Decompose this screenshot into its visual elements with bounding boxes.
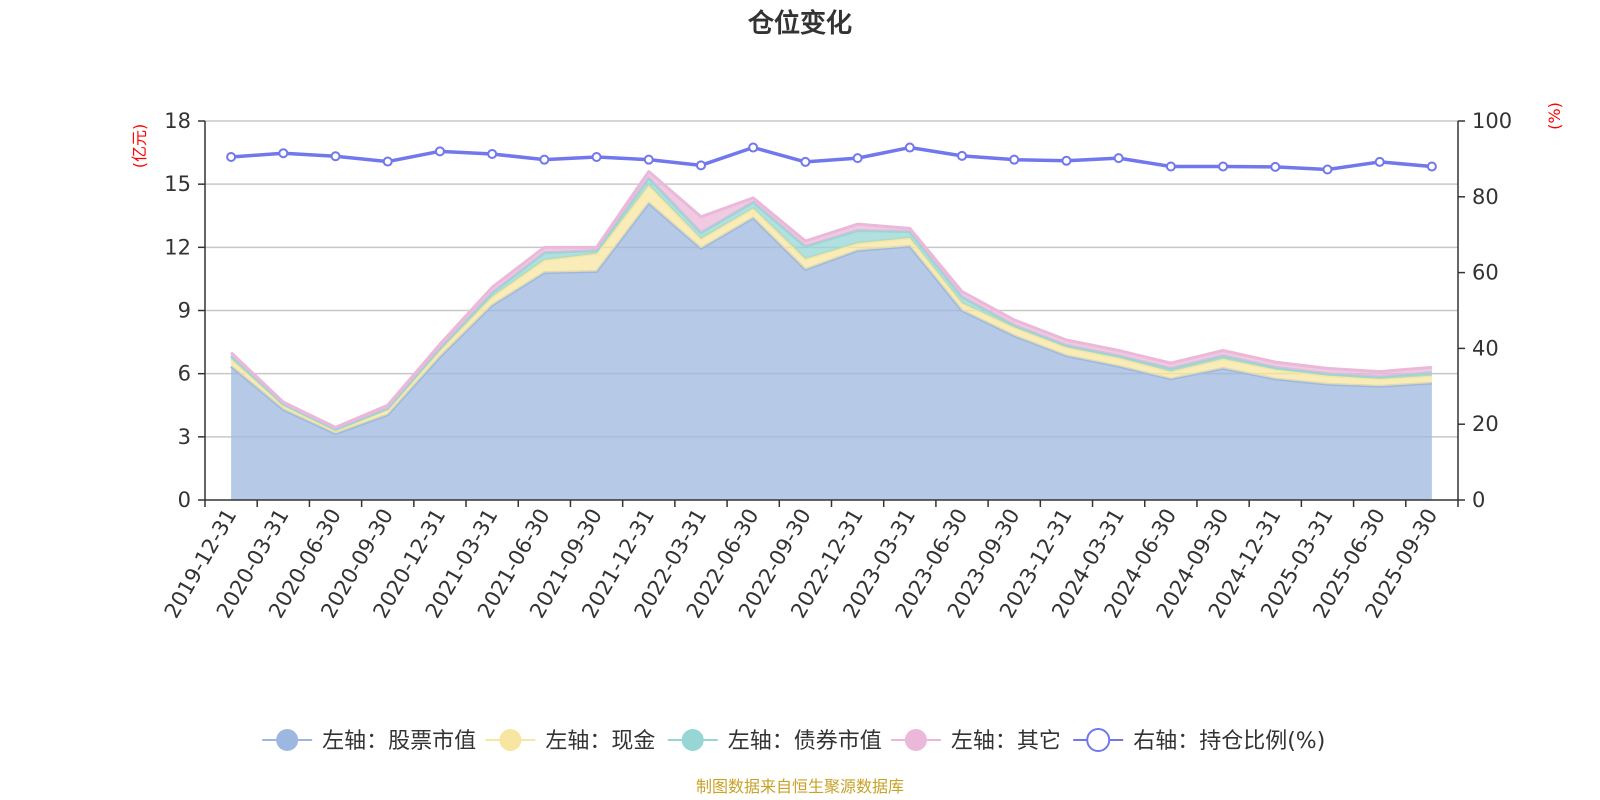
ratio-line-path bbox=[230, 145, 1433, 172]
ratio-point[interactable] bbox=[800, 156, 811, 167]
position-ratio-line bbox=[226, 142, 1437, 175]
chart-title: 仓位变化 bbox=[747, 8, 852, 39]
left-tick-label: 0 bbox=[178, 488, 191, 512]
legend-marker bbox=[499, 729, 522, 751]
ratio-point[interactable] bbox=[1061, 155, 1072, 166]
right-tick-label: 40 bbox=[1472, 336, 1499, 360]
left-tick-label: 3 bbox=[178, 425, 191, 449]
legend-marker bbox=[904, 729, 927, 751]
data-source-note: 制图数据来自恒生聚源数据库 bbox=[696, 777, 904, 796]
ratio-point[interactable] bbox=[226, 152, 237, 163]
ratio-point[interactable] bbox=[748, 142, 759, 153]
ratio-point[interactable] bbox=[330, 151, 341, 162]
ratio-point[interactable] bbox=[1009, 154, 1020, 165]
ratio-point[interactable] bbox=[1322, 164, 1333, 175]
ratio-point[interactable] bbox=[1374, 156, 1385, 167]
legend-label: 左轴：债券市值 bbox=[728, 729, 882, 754]
legend-marker bbox=[1086, 728, 1111, 752]
area-左轴：股票市值 bbox=[231, 203, 1432, 500]
right-tick-label: 20 bbox=[1472, 412, 1499, 436]
ratio-point[interactable] bbox=[382, 156, 393, 167]
left-tick-label: 18 bbox=[164, 109, 191, 133]
left-tick-label: 9 bbox=[178, 299, 191, 323]
area-edge-左轴：其它 bbox=[230, 170, 1433, 429]
left-tick-label: 12 bbox=[164, 235, 191, 259]
legend-item[interactable]: 左轴：股票市值 bbox=[262, 729, 476, 754]
legend-label: 右轴：持仓比例(%) bbox=[1133, 729, 1325, 754]
legend-item[interactable]: 左轴：其它 bbox=[890, 729, 1061, 754]
legend-marker bbox=[276, 729, 299, 751]
right-tick-label: 100 bbox=[1472, 109, 1512, 133]
ratio-point[interactable] bbox=[278, 148, 289, 159]
legend-marker bbox=[681, 729, 704, 751]
ratio-point[interactable] bbox=[1426, 161, 1437, 172]
ratio-point[interactable] bbox=[695, 160, 706, 171]
ratio-point[interactable] bbox=[487, 148, 498, 159]
ratio-point[interactable] bbox=[434, 146, 445, 157]
legend-label: 左轴：其它 bbox=[951, 729, 1061, 754]
right-tick-label: 80 bbox=[1472, 185, 1499, 209]
ratio-point[interactable] bbox=[1165, 161, 1176, 172]
left-tick-label: 6 bbox=[178, 362, 191, 386]
stacked-areas bbox=[230, 170, 1433, 500]
ratio-point[interactable] bbox=[643, 154, 654, 165]
ratio-point[interactable] bbox=[1218, 161, 1229, 172]
legend[interactable]: 左轴：股票市值 左轴：现金 左轴：债券市值 左轴：其它 右轴：持仓比例(%) bbox=[262, 728, 1325, 754]
right-axis-unit: (%) bbox=[1545, 102, 1564, 130]
legend-item[interactable]: 右轴：持仓比例(%) bbox=[1073, 728, 1325, 754]
ratio-point[interactable] bbox=[957, 150, 968, 161]
left-axis-unit: (亿元) bbox=[130, 124, 149, 169]
legend-item[interactable]: 左轴：现金 bbox=[485, 729, 655, 754]
ratio-point[interactable] bbox=[1270, 161, 1281, 172]
ratio-point[interactable] bbox=[1113, 153, 1124, 164]
right-tick-label: 0 bbox=[1472, 488, 1485, 512]
left-tick-label: 15 bbox=[164, 172, 191, 196]
ratio-point[interactable] bbox=[591, 152, 602, 163]
legend-item[interactable]: 左轴：债券市值 bbox=[667, 729, 882, 754]
ratio-point[interactable] bbox=[852, 153, 863, 164]
right-tick-label: 60 bbox=[1472, 261, 1499, 285]
ratio-point[interactable] bbox=[539, 154, 550, 165]
legend-label: 左轴：现金 bbox=[545, 729, 655, 754]
legend-label: 左轴：股票市值 bbox=[322, 729, 476, 754]
ratio-point[interactable] bbox=[904, 142, 915, 153]
